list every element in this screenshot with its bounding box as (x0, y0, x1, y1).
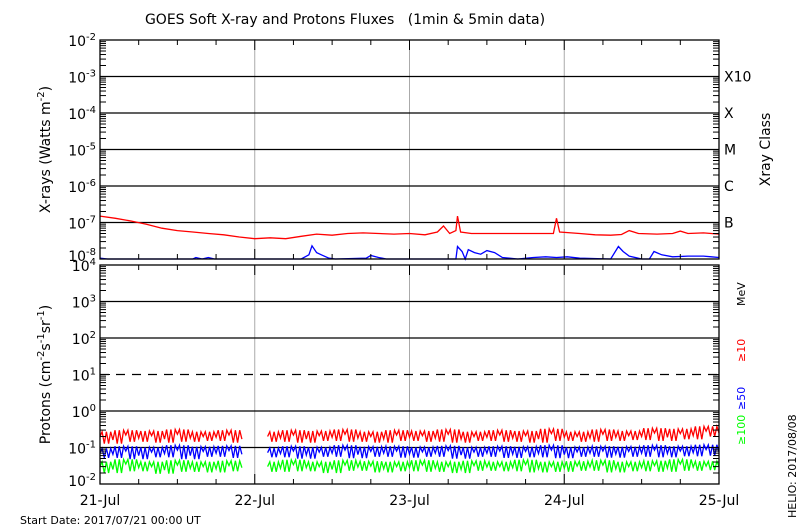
series-line-xray-long (99, 215, 720, 240)
x-tick-label: 22-Jul (234, 493, 275, 509)
series-line-p0 (267, 457, 720, 474)
x-tick-label: 24-Jul (544, 493, 585, 509)
xray-class-label: X (724, 106, 734, 122)
y-tick-label: 10-1 (68, 440, 96, 458)
x-tick-label: 21-Jul (80, 493, 121, 509)
xray-class-label: X10 (724, 70, 751, 86)
xray-class-label: B (724, 216, 734, 232)
y-tick-label: 10-2 (68, 32, 96, 50)
xray-class-label: M (724, 143, 736, 159)
right-axis-label: Xray Class (758, 113, 774, 187)
y-tick-label: 102 (72, 330, 96, 348)
y-axis-label: X-rays (Watts m-2) (36, 86, 54, 213)
xray-class-label: C (724, 179, 734, 195)
y-tick-label: 10-2 (68, 472, 96, 490)
xray-panel: 10-2 10-3 10-4 10-5 10-6 10-7 10-8 X-rays (Watt… (36, 32, 774, 265)
y-tick-label: 10-8 (68, 247, 96, 265)
y-tick-label: 10-5 (68, 142, 96, 160)
start-date: Start Date: 2017/07/21 00:00 UT (20, 514, 201, 527)
y-tick-label: 10-6 (68, 178, 96, 196)
series-line-p1 (99, 443, 243, 460)
y-axis-label: Protons (cm-2s-1sr-1) (36, 305, 54, 444)
credit-label: HELIO: 2017/08/08 (786, 414, 799, 518)
proton-panel: 104 103 102 101 100 10-1 10-2 Protons (cm-2s-1s… (36, 257, 748, 509)
series-line-p1 (267, 442, 720, 459)
y-tick-label: 10-3 (68, 69, 96, 87)
series-line-p2 (99, 427, 243, 444)
x-tick-label: 23-Jul (389, 493, 430, 509)
chart-title: GOES Soft X-ray and Protons Fluxes (1min… (145, 12, 545, 28)
y-tick-label: 10-7 (68, 215, 96, 233)
energy-legend-≥50: ≥50 (735, 387, 748, 410)
energy-legend-≥10: ≥10 (735, 339, 748, 362)
energy-legend-≥100: ≥100 (735, 415, 748, 445)
y-tick-label: 104 (72, 257, 96, 275)
y-tick-label: 100 (72, 403, 96, 421)
y-tick-label: 101 (72, 367, 96, 385)
y-tick-label: 103 (72, 294, 96, 312)
y-tick-label: 10-4 (68, 105, 96, 123)
energy-unit-label: MeV (735, 282, 748, 306)
x-tick-label: 25-Jul (699, 493, 740, 509)
series-line-p0 (99, 457, 243, 474)
series-line-p2 (267, 423, 720, 443)
